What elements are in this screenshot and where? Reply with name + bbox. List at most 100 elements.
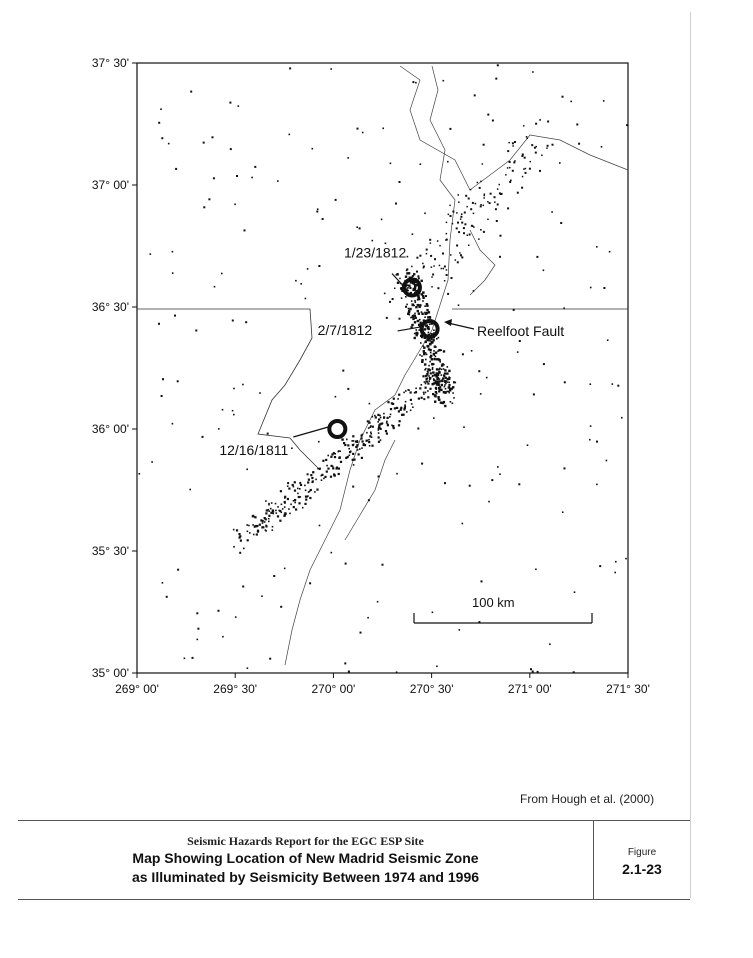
epicenter-dot [427,390,429,392]
epicenter-dot [432,371,434,374]
epicenter-dot [436,374,439,377]
epicenter-dot [271,525,274,528]
epicenter-dot [400,406,403,409]
epicenter-dot [279,490,282,493]
epicenter-dot [245,321,248,324]
epicenter-dot [418,297,421,301]
epicenter-dot [418,296,420,299]
epicenter-dot [423,328,427,331]
epicenter-dot [422,319,426,322]
epicenter-dot [421,462,424,465]
epicenter-dot [428,342,432,346]
epicenter-dot [251,515,254,518]
epicenter-dot [317,467,319,470]
epicenter-dot [437,396,440,399]
epicenter-dot [252,524,254,526]
epicenter-dot [368,445,371,447]
epicenter-dot [407,272,411,275]
epicenter-dot [525,136,528,138]
epicenter-dot [433,354,436,356]
epicenter-dot [385,432,388,435]
epicenter-dot [513,161,516,164]
epicenter-dot [576,123,579,126]
epicenter-dot [433,329,435,331]
reelfoot-fault-arrow [447,322,475,330]
epicenter-dot [428,380,430,382]
epicenter-dot [464,223,467,226]
report-title: Seismic Hazards Report for the EGC ESP S… [187,834,424,848]
lon-tick-label: 271° 00' [508,682,552,696]
epicenter-dot [511,169,514,172]
epicenter-dot [446,372,448,375]
epicenter-dot [321,473,324,476]
epicenter-dot [332,465,334,468]
epicenter-dot [425,311,429,315]
epicenter-dot [407,289,409,292]
epicenter-dot [521,186,524,189]
epicenter-dot [265,525,268,528]
epicenter-dot [370,433,372,435]
epicenter-dot [422,350,425,353]
epicenter-dot [316,210,319,213]
epicenter-dot [438,390,441,393]
epicenter-dot [371,239,374,242]
epicenter-dot [337,450,340,452]
epicenter-dot [239,535,242,538]
epicenter-dot [418,305,421,309]
epicenter-dot [253,515,255,518]
epicenter-dot [398,420,401,423]
map-title-line-1: Map Showing Location of New Madrid Seism… [132,850,479,866]
epicenter-dot [420,396,423,399]
epicenter-dot [437,336,440,339]
epicenter-dot [283,567,286,570]
epicenter-dot [611,383,614,385]
epicenter-dot [533,146,536,149]
epicenter-dot [218,428,220,430]
epicenter-dot [435,392,438,395]
epicenter-dot [321,218,324,220]
epicenter-dot [414,291,416,294]
epicenter-dot [276,515,280,518]
epicenter-dot [253,525,256,527]
epicenter-dot [235,529,239,532]
epicenter-dot [413,314,416,318]
epicenter-dot [268,503,270,506]
epicenter-dot [410,316,412,319]
epicenter-dot [412,288,415,292]
epicenter-dot [243,229,246,232]
epicenter-dot [419,254,422,257]
epicenter-dot [456,212,458,214]
epicenter-dot [392,402,395,405]
epicenter-dot [386,424,389,427]
epicenter-dot [426,370,429,373]
epicenter-dot [299,483,303,486]
epicenter-dot [412,282,416,285]
epicenter-dot [305,498,308,501]
epicenter-dot [435,391,438,394]
epicenter-dot [352,464,355,466]
epicenter-dot [603,287,606,289]
epicenter-dot [265,509,268,512]
epicenter-dot [426,308,429,312]
epicenter-dot [383,292,386,295]
epicenter-dot [406,411,408,413]
epicenter-dot [434,386,437,389]
historic-earthquake-marker [419,318,440,339]
epicenter-dot [446,390,448,393]
epicenter-dot [379,414,381,417]
epicenter-dot [458,629,461,631]
epicenter-dot [415,334,418,337]
epicenter-dot [514,160,516,162]
epicenter-dot [483,193,486,195]
epicenter-dot [331,453,334,456]
epicenter-dot [414,286,417,289]
epicenter-dot [441,379,443,381]
epicenter-dot [407,287,409,289]
epicenter-dot [425,324,428,327]
lon-tick-label: 269° 30' [213,682,257,696]
epicenter-dot [335,466,339,469]
epicenter-dot [326,464,328,467]
epicenter-dot [415,284,419,287]
epicenter-dot [546,147,548,149]
epicenter-dot [406,255,409,258]
